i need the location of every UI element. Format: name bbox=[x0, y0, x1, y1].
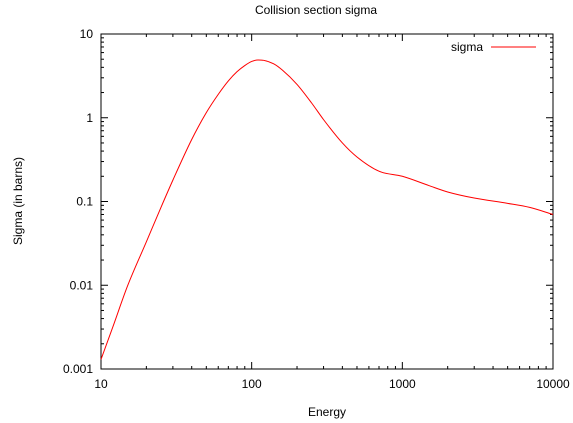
x-tick-label: 100 bbox=[242, 377, 262, 391]
x-axis-label: Energy bbox=[308, 405, 346, 419]
chart-title: Collision section sigma bbox=[255, 3, 377, 17]
x-tick-label: 10 bbox=[94, 377, 108, 391]
y-tick-label: 0.001 bbox=[63, 362, 93, 376]
axis-ticks: 10 100 1000 10000 0.001 0.01 0.1 1 10 bbox=[63, 27, 570, 391]
legend: sigma bbox=[451, 40, 536, 54]
y-tick-label: 0.1 bbox=[76, 195, 93, 209]
x-tick-label: 1000 bbox=[389, 377, 416, 391]
plot-frame bbox=[100, 33, 554, 370]
x-tick-label: 10000 bbox=[536, 377, 570, 391]
series-layer bbox=[100, 59, 554, 360]
y-axis-label: Sigma (in barns) bbox=[11, 157, 25, 245]
y-tick-label: 0.01 bbox=[70, 278, 94, 292]
series-line-sigma bbox=[100, 59, 554, 360]
legend-label-sigma: sigma bbox=[451, 40, 483, 54]
y-tick-label: 1 bbox=[86, 111, 93, 125]
y-tick-label: 10 bbox=[80, 27, 94, 41]
